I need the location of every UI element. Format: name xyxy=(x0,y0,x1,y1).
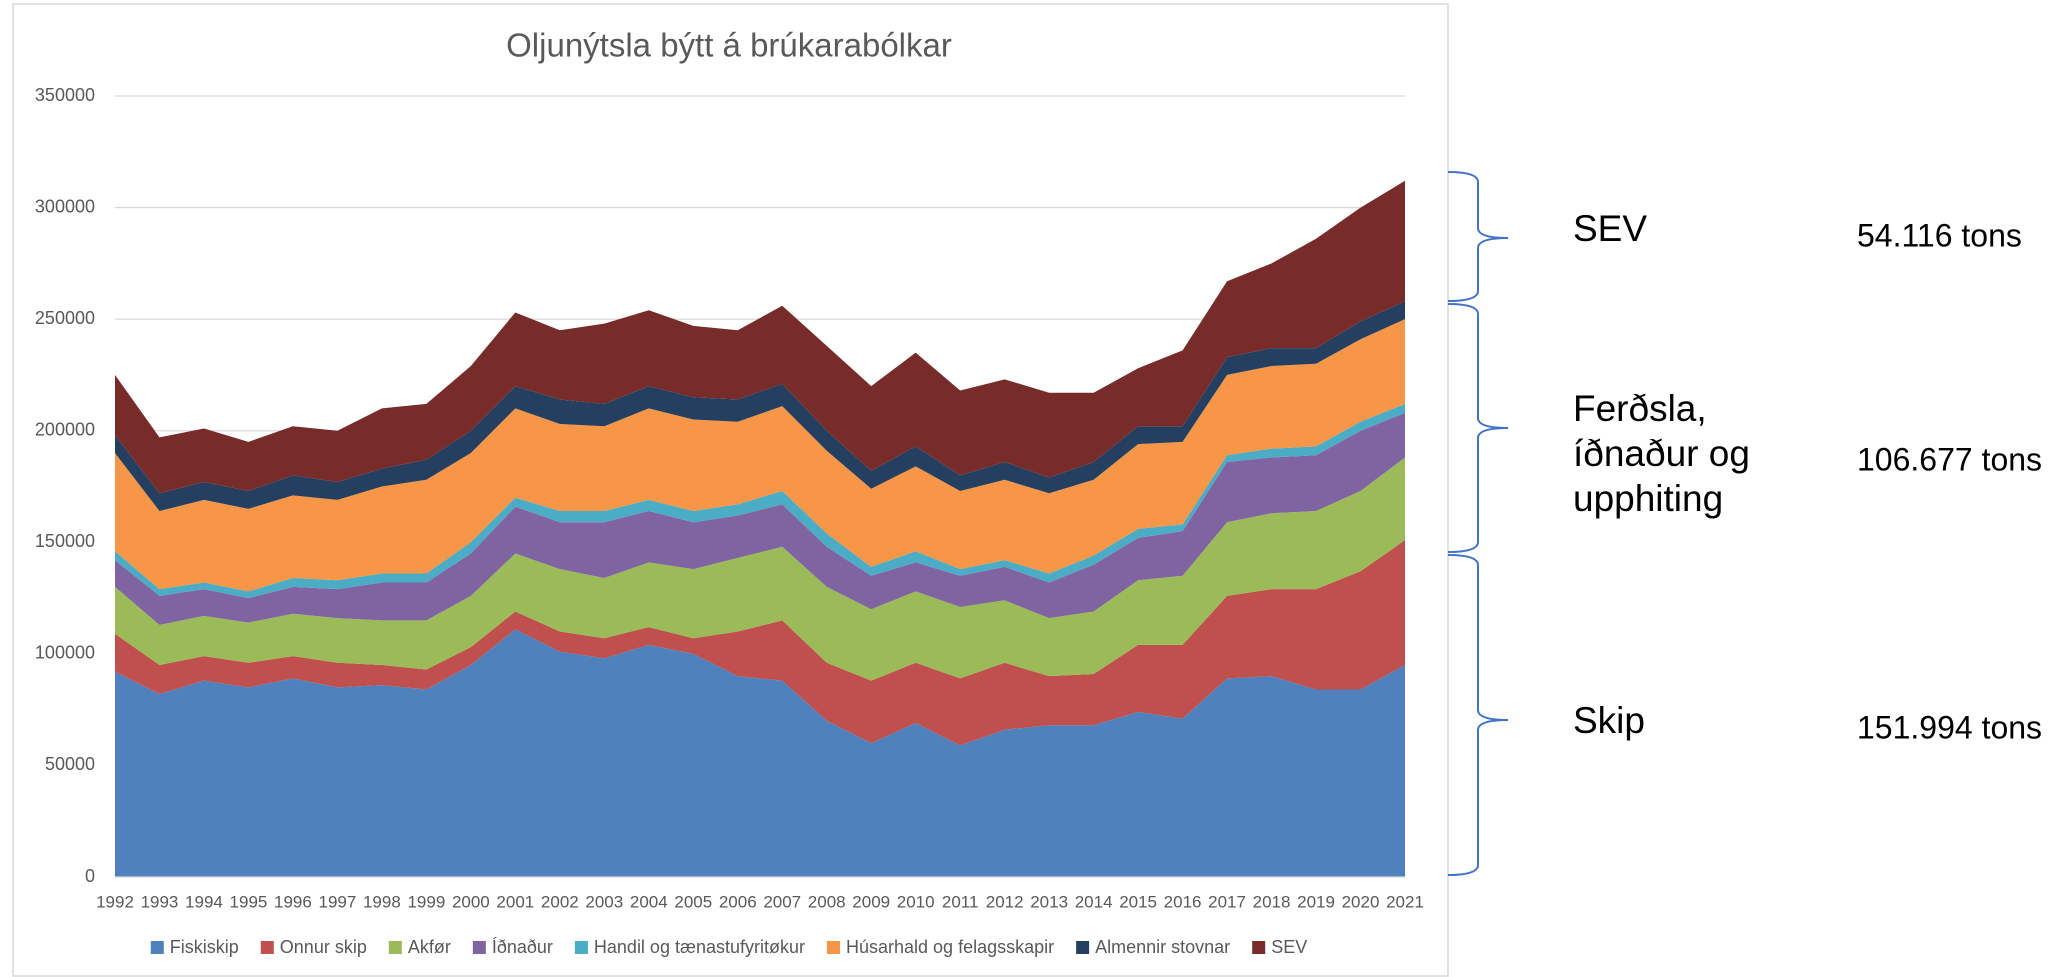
x-tick-label: 1997 xyxy=(318,892,356,911)
x-tick-label: 2019 xyxy=(1297,892,1335,911)
x-tick-label: 2010 xyxy=(897,892,935,911)
legend-swatch xyxy=(574,941,588,954)
legend-label: Akfør xyxy=(408,937,451,957)
legend-label: SEV xyxy=(1271,937,1307,957)
legend-label: Húsarhald og felagsskapir xyxy=(846,937,1054,957)
legend-swatch xyxy=(388,941,402,954)
x-tick-label: 2018 xyxy=(1253,892,1291,911)
y-tick-label: 50000 xyxy=(45,754,95,774)
x-tick-label: 1992 xyxy=(96,892,134,911)
x-tick-label: 2012 xyxy=(986,892,1024,911)
x-tick-label: 2001 xyxy=(496,892,534,911)
x-tick-label: 2021 xyxy=(1386,892,1424,911)
x-tick-label: 2015 xyxy=(1119,892,1157,911)
y-tick-label: 350000 xyxy=(35,85,95,105)
annotation-label: SEV xyxy=(1573,208,1647,249)
x-tick-label: 2006 xyxy=(719,892,757,911)
x-tick-label: 2014 xyxy=(1075,892,1113,911)
y-tick-label: 300000 xyxy=(35,196,95,216)
x-tick-label: 2007 xyxy=(763,892,801,911)
area xyxy=(115,457,1405,681)
x-tick-label: 1993 xyxy=(141,892,179,911)
x-tick-label: 1996 xyxy=(274,892,312,911)
brace xyxy=(1447,171,1509,302)
area xyxy=(115,319,1405,592)
x-tick-label: 2004 xyxy=(630,892,668,911)
annotation-total: 54.116 tons xyxy=(1857,217,2022,253)
x-tick-label: 2017 xyxy=(1208,892,1246,911)
x-tick-label: 2003 xyxy=(585,892,623,911)
legend: Fiskiskip Onnur skip Akfør Íðnaður Handil og… xyxy=(150,937,1307,957)
x-tick-label: 2009 xyxy=(852,892,890,911)
x-tick-label: 2005 xyxy=(674,892,712,911)
area xyxy=(115,180,1405,494)
annotation-label: upphiting xyxy=(1573,478,1723,519)
x-tick-label: 2008 xyxy=(808,892,846,911)
area xyxy=(115,412,1405,625)
legend-swatch xyxy=(150,941,164,954)
y-tick-label: 0 xyxy=(85,866,95,886)
legend-swatch xyxy=(1252,941,1266,954)
legend-label: Handil og tænastufyritøkur xyxy=(594,937,805,957)
legend-swatch xyxy=(827,941,840,954)
legend-label: Almennir stovnar xyxy=(1095,937,1230,957)
legend-swatch xyxy=(1076,941,1090,954)
x-tick-label: 1999 xyxy=(407,892,445,911)
brace xyxy=(1447,554,1509,876)
annotation-total: 151.994 tons xyxy=(1857,709,2042,745)
legend-label: Íðnaður xyxy=(492,937,553,957)
area xyxy=(115,629,1405,877)
annotation-label: íðnaður og xyxy=(1573,433,1750,474)
annotation-label: Ferðsla, xyxy=(1573,388,1707,429)
y-tick-label: 100000 xyxy=(35,643,95,663)
brace xyxy=(1447,303,1509,553)
x-tick-label: 2016 xyxy=(1164,892,1202,911)
legend-label: Onnur skip xyxy=(280,937,367,957)
y-tick-label: 250000 xyxy=(35,308,95,328)
annotation-total: 106.677 tons xyxy=(1857,441,2042,477)
x-tick-label: 1994 xyxy=(185,892,223,911)
x-tick-label: 2013 xyxy=(1030,892,1068,911)
area xyxy=(115,403,1405,599)
x-tick-label: 2002 xyxy=(541,892,579,911)
chart-title: Oljunýtsla býtt á brúkarabólkar xyxy=(506,27,952,64)
x-tick-label: 1995 xyxy=(230,892,268,911)
legend-swatch xyxy=(260,941,274,954)
x-tick-label: 2000 xyxy=(452,892,490,911)
area xyxy=(115,301,1405,512)
legend-label: Fiskiskip xyxy=(170,937,239,957)
y-tick-label: 200000 xyxy=(35,419,95,439)
x-tick-label: 1998 xyxy=(363,892,401,911)
legend-swatch xyxy=(472,941,486,954)
x-tick-label: 2011 xyxy=(942,892,979,911)
annotation-label: Skip xyxy=(1573,700,1645,741)
y-tick-label: 150000 xyxy=(35,531,95,551)
area xyxy=(115,540,1405,746)
braces xyxy=(1447,171,1509,876)
x-tick-label: 2020 xyxy=(1342,892,1380,911)
